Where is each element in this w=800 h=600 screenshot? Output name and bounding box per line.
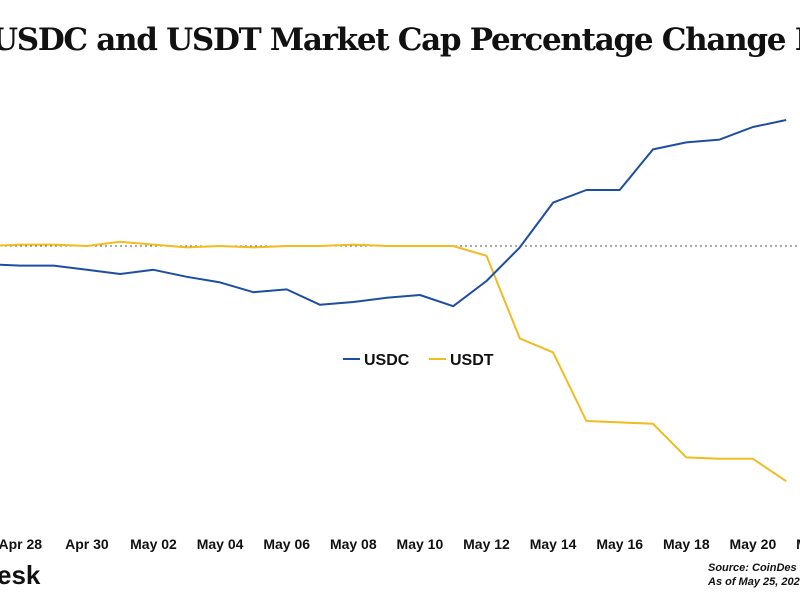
x-tick-label-may-04: May 04 — [197, 536, 244, 552]
x-tick-label-may-06: May 06 — [263, 536, 310, 552]
brand-logo: esk — [0, 560, 41, 590]
x-tick-label-may-22: May 22 — [796, 536, 800, 552]
legend: USDC USDT — [343, 352, 494, 369]
x-tick-label-may-08: May 08 — [330, 536, 377, 552]
x-tick-label-may-18: May 18 — [663, 536, 710, 552]
series-line-usdc — [0, 119, 787, 308]
x-tick-label-may-20: May 20 — [730, 536, 777, 552]
legend-label-usdc: USDC — [364, 352, 410, 369]
x-tick-label-may-02: May 02 — [130, 536, 177, 552]
legend-label-usdt: USDT — [450, 352, 494, 369]
series-line-usdt — [0, 240, 787, 483]
x-tick-label-may-12: May 12 — [463, 536, 510, 552]
x-tick-label-apr-30: Apr 30 — [65, 536, 109, 552]
x-axis: Apr 28 Apr 30 May 02 May 04 May 06 May 08 May … — [0, 536, 800, 552]
x-tick-label-apr-28: Apr 28 — [0, 536, 42, 552]
x-tick-label-may-14: May 14 — [530, 536, 577, 552]
chart-title: USDC and USDT Market Cap Percentage Chan… — [0, 22, 800, 58]
as-of-text: As of May 25, 202 — [708, 576, 800, 588]
source-note: Source: CoinDes As of May 25, 202 — [708, 561, 800, 589]
series-layer — [0, 119, 787, 483]
x-tick-label-may-16: May 16 — [596, 536, 643, 552]
source-text: Source: CoinDes — [708, 562, 797, 574]
x-tick-label-may-10: May 10 — [397, 536, 444, 552]
